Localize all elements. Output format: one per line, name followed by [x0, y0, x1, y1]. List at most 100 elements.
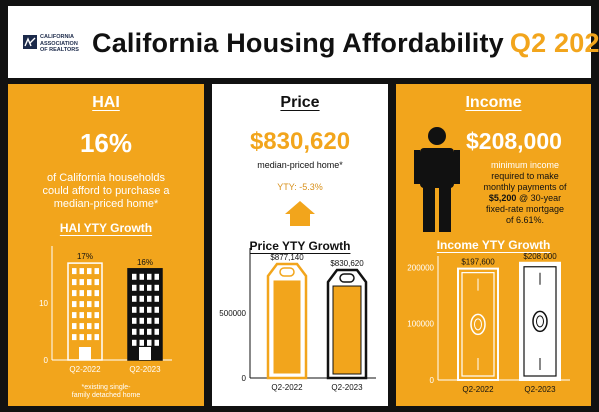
window: [139, 328, 144, 335]
window: [94, 268, 99, 275]
title-quarter: Q2 2023: [509, 28, 599, 58]
window: [139, 284, 144, 291]
window: [87, 323, 92, 330]
bill-border: [461, 272, 495, 377]
income-desc-line-5: fixed-rate mortgage: [485, 204, 565, 214]
bar: [67, 262, 103, 361]
logo-line-3: OF REALTORS: [40, 47, 79, 53]
income-desc-line-3: monthly payments of: [483, 182, 567, 192]
window: [139, 317, 144, 324]
window: [72, 279, 77, 286]
window: [147, 339, 152, 346]
window: [132, 306, 137, 313]
window: [147, 273, 152, 280]
y-tick-label: 500000: [219, 309, 246, 318]
window: [79, 301, 84, 308]
window: [94, 312, 99, 319]
data-label: 16%: [137, 258, 153, 267]
hai-value: 16%: [79, 128, 133, 158]
window: [87, 268, 92, 275]
window: [94, 323, 99, 330]
window: [72, 334, 77, 341]
hai-description: of California households could afford to…: [8, 172, 204, 211]
hai-desc-line-2: could afford to purchase a: [42, 185, 170, 197]
income-desc-line-1: minimum income: [490, 160, 559, 170]
window: [79, 323, 84, 330]
y-tick-label: 200000: [407, 263, 434, 272]
x-tick-label: Q2-2023: [129, 365, 161, 374]
window: [94, 290, 99, 297]
window: [79, 279, 84, 286]
window: [147, 284, 152, 291]
price-yty: YTY: -5.3%: [277, 182, 323, 192]
window: [79, 312, 84, 319]
x-tick-label: Q2-2022: [462, 385, 494, 394]
window: [72, 312, 77, 319]
window: [79, 334, 84, 341]
hai-panel: HAI 16% of California households could a…: [8, 84, 204, 406]
hai-heading: HAI: [92, 94, 120, 111]
person-icon: [414, 127, 460, 232]
window: [154, 273, 159, 280]
window: [139, 295, 144, 302]
bill-seal: [470, 313, 486, 336]
income-value: $208,000: [466, 128, 562, 154]
y-tick-label: 0: [430, 376, 435, 385]
window: [87, 290, 92, 297]
window: [132, 295, 137, 302]
x-tick-label: Q2-2022: [271, 383, 303, 392]
logo-icon: [23, 35, 37, 49]
window: [147, 328, 152, 335]
y-tick-label: 0: [242, 374, 247, 383]
income-chart: 0 100000 200000 $197,600 Q2-2022 $208,000 Q2-2…: [407, 252, 570, 394]
window: [79, 290, 84, 297]
window: [79, 268, 84, 275]
y-tick-label: 10: [39, 299, 48, 308]
window: [154, 328, 159, 335]
bill-border: [523, 266, 557, 377]
income-desc-line-4: @ 30-year: [518, 193, 562, 203]
window: [87, 301, 92, 308]
bar-inner: [272, 279, 302, 375]
window: [132, 328, 137, 335]
title-text: California Housing Affordability: [92, 28, 504, 58]
footnote-line-1: *existing single-: [81, 384, 131, 391]
window: [132, 284, 137, 291]
window: [154, 295, 159, 302]
window: [72, 301, 77, 308]
price-subtitle: median-priced home*: [257, 160, 343, 170]
window: [87, 279, 92, 286]
window: [139, 339, 144, 346]
window: [94, 334, 99, 341]
tag-hole: [339, 273, 355, 283]
window: [154, 317, 159, 324]
window: [154, 284, 159, 291]
bar-inner: [332, 285, 362, 375]
y-tick-label: 0: [44, 356, 49, 365]
window: [154, 339, 159, 346]
window: [94, 301, 99, 308]
window: [139, 273, 144, 280]
bill-seal-inner: [474, 318, 482, 331]
window: [139, 306, 144, 313]
income-payment: $5,200: [488, 193, 517, 203]
hai-growth-heading: HAI YTY Growth: [59, 221, 153, 235]
data-label: $208,000: [523, 252, 557, 261]
window: [72, 268, 77, 275]
header: CALIFORNIA ASSOCIATION OF REALTORS Calif…: [8, 6, 599, 78]
window: [132, 339, 137, 346]
income-desc-line-2: required to make: [491, 171, 559, 181]
window: [72, 323, 77, 330]
income-desc-line-6: of 6.61%.: [505, 215, 545, 225]
income-panel: Income $208,000 minimum income required …: [396, 84, 591, 406]
price-chart: 0 500000 $877,140 Q2-2022 $830,620 Q2-2023: [219, 248, 376, 392]
hai-footnote: *existing single- family detached home: [8, 384, 204, 400]
hai-desc-line-3: median-priced home*: [53, 198, 159, 210]
door: [139, 347, 151, 360]
tag-hole: [279, 267, 295, 277]
x-tick-label: Q2-2022: [69, 365, 101, 374]
hai-desc-line-1: of California households: [46, 172, 166, 184]
price-heading: Price: [280, 94, 320, 111]
